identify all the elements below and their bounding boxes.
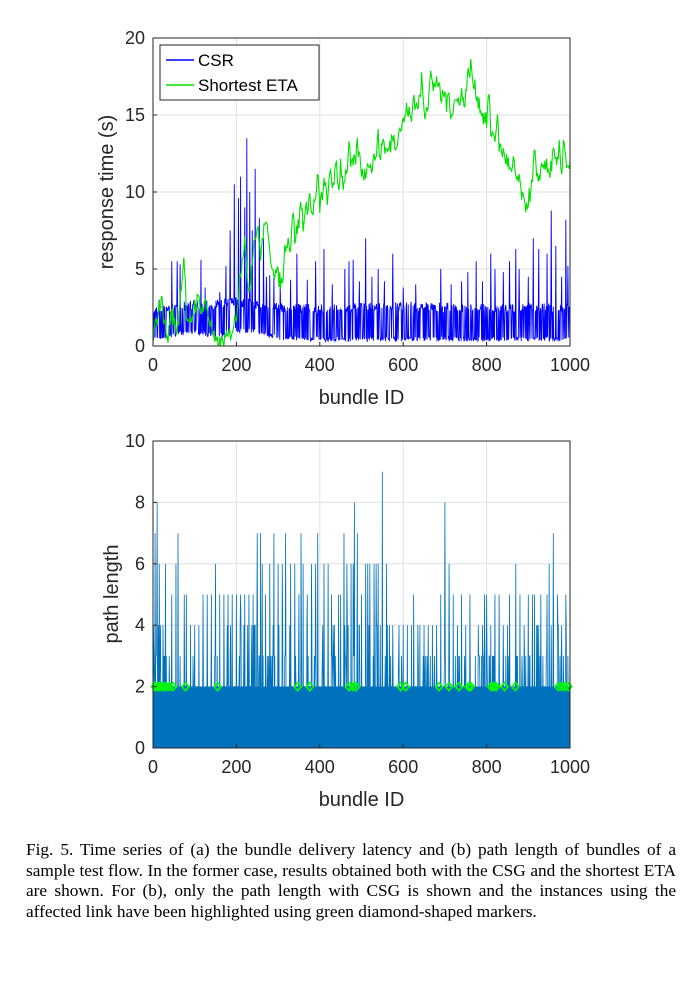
y-tick-label: 0 [135, 738, 145, 758]
x-tick-label: 200 [221, 757, 251, 777]
y-tick-label: 15 [125, 105, 145, 125]
y-tick-label: 4 [135, 615, 145, 635]
axes-box-b [152, 440, 571, 749]
x-tick-label: 0 [148, 355, 158, 375]
highlight-diamond-marker [348, 681, 358, 692]
x-tick-label: 400 [305, 355, 335, 375]
x-tick-label: 600 [388, 757, 418, 777]
legend-box [159, 44, 320, 101]
highlight-diamond-marker [158, 681, 168, 692]
highlight-diamond-marker [454, 681, 464, 692]
y-tick-label: 2 [135, 677, 145, 697]
ticks-a: 0 200 400 600 800 1000 0 5 10 15 20 [125, 28, 590, 375]
highlight-diamond-marker [401, 681, 411, 692]
x-axis-label-b: bundle ID [319, 789, 405, 811]
y-tick-label: 0 [135, 336, 145, 356]
x-tick-label: 600 [388, 355, 418, 375]
highlight-diamond-marker [293, 681, 303, 692]
highlight-diamond-marker [499, 681, 510, 692]
x-tick-label: 800 [472, 355, 502, 375]
highlight-diamond-marker [213, 681, 223, 692]
ticks-b: 0 200 400 600 800 1000 0 2 4 6 8 10 [125, 431, 590, 777]
highlight-diamond-marker [180, 681, 191, 692]
series-csr [152, 138, 571, 344]
x-tick-label: 1000 [550, 355, 590, 375]
plot-series-a [152, 58, 571, 347]
x-tick-label: 200 [221, 355, 251, 375]
highlight-diamond-marker [553, 681, 563, 692]
highlight-diamond-marker [563, 681, 573, 692]
x-tick-label: 0 [148, 757, 158, 777]
chart-response-time: 0 200 400 600 800 1000 0 5 10 15 20 bundle ID resp… [96, 28, 590, 409]
highlight-diamond-marker [444, 681, 454, 692]
x-tick-label: 400 [305, 757, 335, 777]
y-tick-label: 5 [135, 259, 145, 279]
y-tick-label: 8 [135, 492, 145, 512]
y-axis-label-b: path length [101, 545, 123, 644]
highlight-diamond-marker [434, 681, 444, 692]
highlight-diamond-marker [466, 681, 476, 692]
highlight-diamond-marker [161, 681, 171, 692]
highlight-diamond-marker [351, 681, 361, 692]
y-tick-label: 10 [125, 182, 145, 202]
legend-a: CSR Shortest ETA [159, 44, 320, 101]
highlight-diamond-marker [168, 681, 178, 692]
highlight-diamond-marker [491, 681, 501, 692]
y-tick-label: 10 [125, 431, 145, 451]
highlight-diamond-marker [464, 681, 474, 692]
highlight-diamond-marker [165, 681, 175, 692]
y-tick-label: 6 [135, 554, 145, 574]
plot-series-b [150, 471, 573, 749]
y-tick-label: 20 [125, 28, 145, 48]
highlight-diamond-marker [305, 681, 315, 692]
series-shortest-eta [152, 58, 571, 347]
x-tick-label: 800 [472, 757, 502, 777]
y-axis-label-a: response time (s) [96, 115, 118, 270]
figure-caption: Fig. 5. Time series of (a) the bundle de… [26, 840, 676, 921]
legend-label-csr: CSR [198, 51, 234, 70]
x-tick-label: 1000 [550, 757, 590, 777]
highlight-diamond-marker [560, 681, 570, 692]
highlight-diamond-marker [510, 681, 520, 692]
highlight-diamond-marker [489, 681, 499, 692]
x-axis-label-a: bundle ID [319, 387, 405, 409]
highlight-diamond-marker [557, 681, 567, 692]
series-path-length [152, 471, 571, 749]
chart-path-length: 0 200 400 600 800 1000 0 2 4 6 8 10 bundle ID path … [101, 431, 590, 811]
legend-label-shortest-eta: Shortest ETA [198, 76, 298, 95]
